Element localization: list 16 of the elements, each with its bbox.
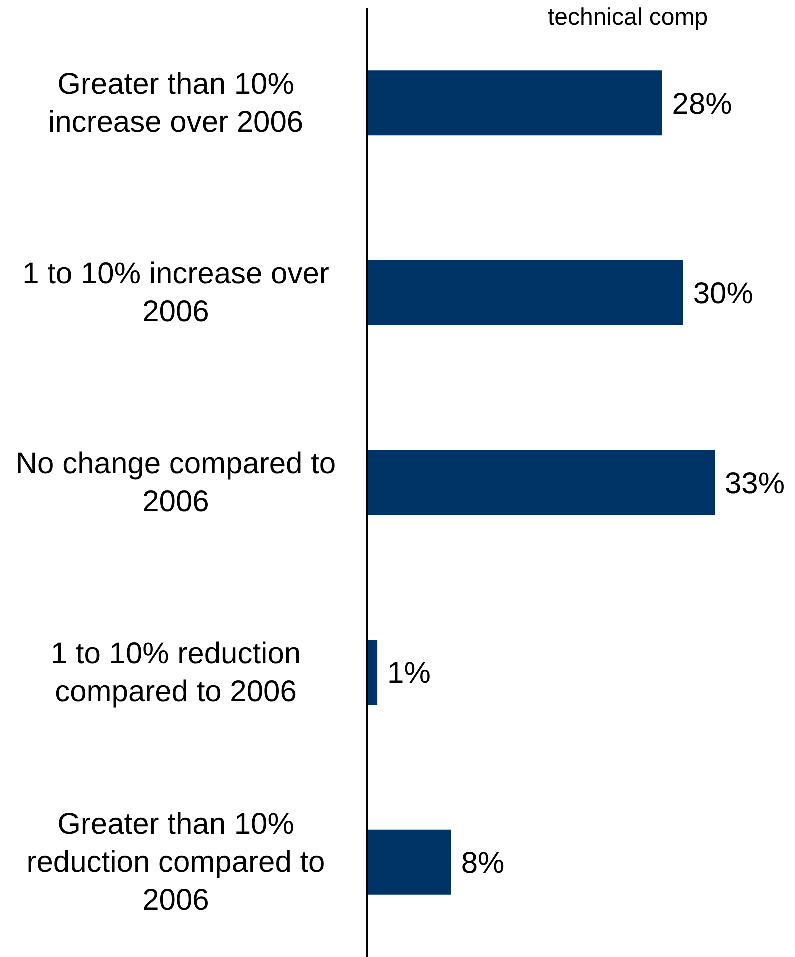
y-tick-label: No change compared to 2006	[16, 447, 336, 518]
bar	[367, 70, 662, 136]
bar	[367, 260, 684, 326]
chart-title: technical comp	[548, 4, 708, 32]
data-label: 28%	[672, 88, 732, 121]
data-label: 1%	[388, 657, 431, 690]
bar	[367, 640, 378, 706]
data-label: 8%	[461, 846, 505, 880]
bar	[367, 450, 715, 516]
y-tick-label: 1 to 10% increase over 2006	[22, 257, 330, 328]
data-label: 33%	[725, 467, 786, 500]
y-tick-label: Greater than 10% increase over 2006	[48, 67, 304, 138]
bar	[367, 830, 452, 895]
y-tick-label: 1 to 10% reduction compared to 2006	[50, 636, 302, 708]
data-label: 30%	[693, 278, 754, 311]
y-tick-label: Greater than 10% reduction compared to 2006	[26, 808, 326, 917]
